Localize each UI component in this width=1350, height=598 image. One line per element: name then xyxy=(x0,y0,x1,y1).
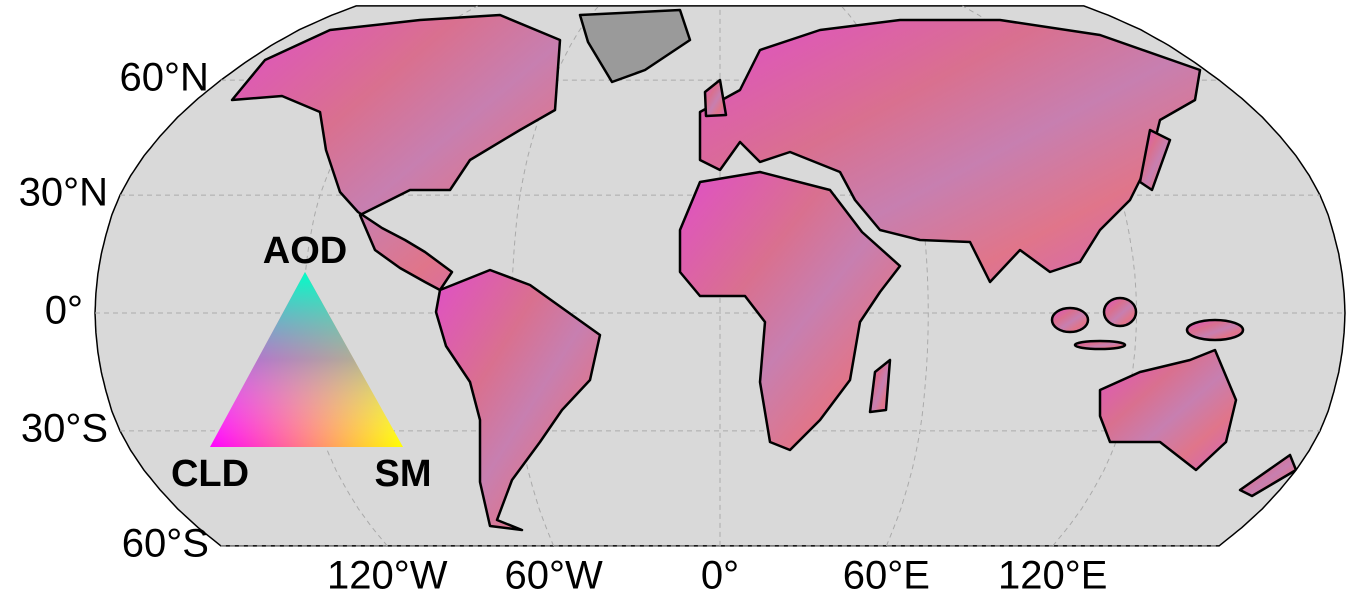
lon-label: 0° xyxy=(701,554,739,598)
land xyxy=(230,8,1298,532)
lat-label: 30°N xyxy=(19,171,108,215)
eurasia xyxy=(698,18,1202,284)
lat-label: 30°S xyxy=(21,406,108,450)
sumatra xyxy=(1050,306,1090,334)
lat-label: 0° xyxy=(45,289,83,333)
legend-label: CLD xyxy=(171,453,249,495)
ternary-legend: AOD CLD SM xyxy=(171,230,432,495)
legend-label: AOD xyxy=(263,230,347,272)
north-america xyxy=(230,13,562,292)
lat-label: 60°S xyxy=(122,521,209,565)
lon-label: 120°E xyxy=(998,554,1107,598)
lat-label: 60°N xyxy=(120,56,209,100)
lon-label: 60°W xyxy=(505,554,603,598)
new-guinea xyxy=(1185,318,1245,342)
madagascar xyxy=(868,358,892,414)
britain xyxy=(703,78,728,118)
legend-label: SM xyxy=(375,453,432,495)
australia xyxy=(1098,348,1238,472)
java xyxy=(1073,339,1127,351)
legend-triangle-overlay xyxy=(210,272,403,447)
axis-labels: 60°N 30°N 0° 30°S 60°S 120°W 60°W 0° 60°E 120°E xyxy=(19,56,1108,598)
lon-label: 60°E xyxy=(843,554,930,598)
africa xyxy=(678,170,902,452)
greenland xyxy=(578,8,692,84)
south-america xyxy=(434,268,602,532)
japan xyxy=(1138,128,1172,192)
lon-label: 120°W xyxy=(327,554,448,598)
borneo xyxy=(1102,296,1138,328)
new-zealand xyxy=(1238,453,1298,498)
